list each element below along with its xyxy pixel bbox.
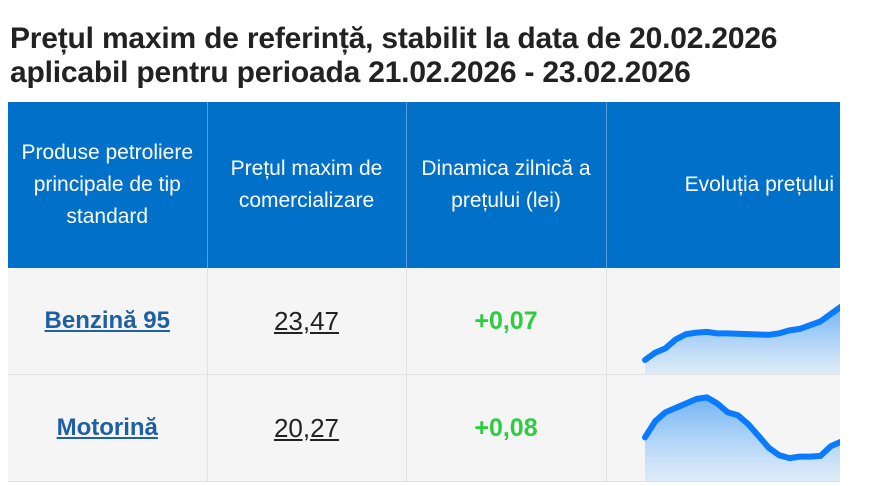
column-header-daily-change: Dinamica zilnică a prețului (lei)	[406, 102, 607, 268]
column-header-price-evolution: Evoluția prețului	[606, 102, 840, 268]
delta-cell: +0,08	[406, 374, 607, 482]
product-cell: Benzină 95	[8, 268, 208, 375]
price-trend-sparkline	[641, 394, 840, 481]
price-cell: 23,47	[207, 268, 407, 375]
price-cell: 20,27	[207, 374, 407, 482]
title-line-1: Prețul maxim de referință, stabilit la d…	[10, 22, 778, 55]
daily-change-value: +0,08	[474, 413, 538, 442]
column-header-max-price: Prețul maxim de comercializare	[207, 102, 407, 268]
price-table: Produse petroliere principale de tip sta…	[8, 102, 840, 482]
table-row: Benzină 95 23,47 +0,07	[8, 268, 840, 375]
table-row: Motorină 20,27 +0,08	[8, 374, 840, 482]
sparkline-line	[641, 394, 840, 462]
product-link-benzina-95[interactable]: Benzină 95	[44, 307, 170, 334]
table-header-row: Produse petroliere principale de tip sta…	[8, 102, 840, 268]
product-cell: Motorină	[8, 374, 208, 482]
trend-cell	[606, 374, 840, 482]
sparkline-area	[644, 307, 840, 374]
max-price-value[interactable]: 23,47	[273, 305, 340, 336]
daily-change-value: +0,07	[474, 306, 538, 335]
delta-cell: +0,07	[406, 268, 607, 375]
title-line-2: aplicabil pentru perioada 21.02.2026 - 2…	[10, 56, 691, 89]
trend-cell	[606, 268, 840, 375]
sparkline-line	[641, 303, 840, 363]
page-title: Prețul maxim de referință, stabilit la d…	[10, 22, 870, 90]
column-header-products: Produse petroliere principale de tip sta…	[8, 102, 208, 268]
max-price-value[interactable]: 20,27	[273, 412, 340, 443]
price-trend-sparkline	[641, 303, 840, 374]
product-link-motorina[interactable]: Motorină	[56, 414, 158, 441]
